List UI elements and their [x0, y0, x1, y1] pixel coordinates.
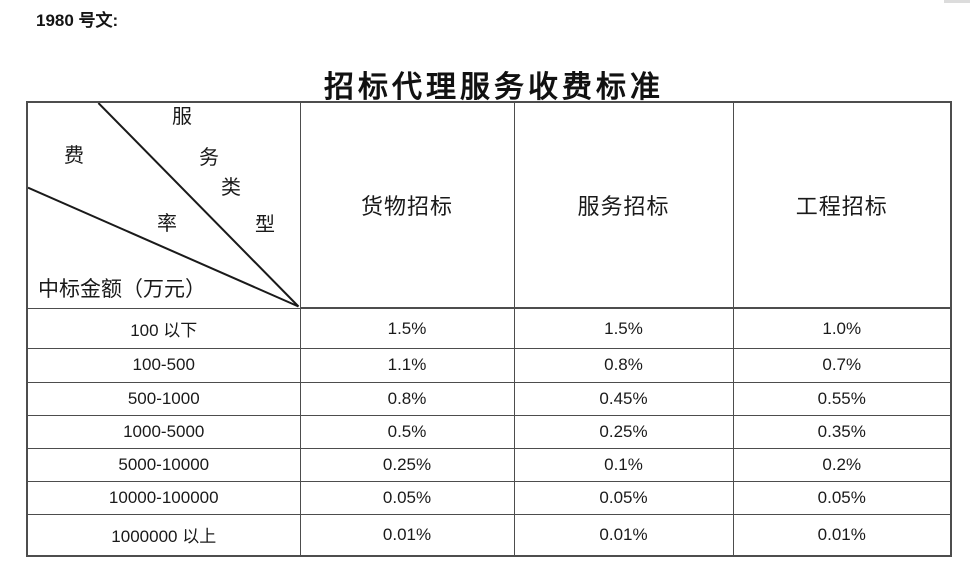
row-range: 500-1000 [26, 381, 301, 416]
row-value: 0.25% [299, 447, 515, 482]
page-title: 招标代理服务收费标准 [324, 71, 664, 105]
table-row: 100-500 1.1% 0.8% 0.7% [26, 348, 952, 383]
table-row: 5000-10000 0.25% 0.1% 0.2% [26, 447, 952, 482]
row-value: 0.8% [513, 348, 734, 383]
corner-label-service-type-char: 服 [172, 106, 192, 128]
row-value: 0.45% [513, 381, 734, 416]
row-value: 1.5% [299, 307, 515, 350]
table-row: 100 以下 1.5% 1.5% 1.0% [26, 307, 952, 350]
column-header-engineering: 工程招标 [732, 101, 952, 309]
table-row: 10000-100000 0.05% 0.05% 0.05% [26, 480, 952, 515]
fee-standard-table: 服 务 类 型 费 率 中标金额（万元） 货物招标 服务招标 工程招标 100 … [26, 101, 952, 557]
diagonal-corner-cell: 服 务 类 型 费 率 中标金额（万元） [26, 101, 301, 309]
column-header-goods: 货物招标 [299, 101, 515, 309]
row-value: 0.01% [299, 513, 515, 557]
row-range: 100-500 [26, 348, 301, 383]
table-row: 1000000 以上 0.01% 0.01% 0.01% [26, 513, 952, 557]
row-value: 0.8% [299, 381, 515, 416]
row-value: 0.5% [299, 414, 515, 449]
corner-label-bid-amount: 中标金额（万元） [38, 277, 206, 301]
row-value: 0.25% [513, 414, 734, 449]
table-body: 100 以下 1.5% 1.5% 1.0% 100-500 1.1% 0.8% … [26, 307, 952, 557]
row-range: 10000-100000 [26, 480, 301, 515]
doc-reference-number: 1980 号文: [36, 11, 119, 30]
table-header-row: 服 务 类 型 费 率 中标金额（万元） 货物招标 服务招标 工程招标 [26, 101, 952, 309]
row-value: 1.5% [513, 307, 734, 350]
column-header-services: 服务招标 [513, 101, 734, 309]
table-row: 500-1000 0.8% 0.45% 0.55% [26, 381, 952, 416]
row-value: 0.1% [513, 447, 734, 482]
row-value: 0.55% [732, 381, 952, 416]
row-range: 1000000 以上 [26, 513, 301, 557]
row-range: 1000-5000 [26, 414, 301, 449]
row-range: 5000-10000 [26, 447, 301, 482]
corner-label-fee-rate-char: 费 [64, 145, 84, 167]
row-value: 0.01% [732, 513, 952, 557]
row-value: 0.7% [732, 348, 952, 383]
corner-label-service-type-char: 务 [199, 147, 219, 169]
row-value: 0.2% [732, 447, 952, 482]
table-row: 1000-5000 0.5% 0.25% 0.35% [26, 414, 952, 449]
row-value: 0.05% [513, 480, 734, 515]
row-value: 0.01% [513, 513, 734, 557]
row-value: 0.35% [732, 414, 952, 449]
row-value: 1.0% [732, 307, 952, 350]
diagonal-divider-lines [28, 103, 300, 308]
corner-label-service-type-char: 类 [221, 177, 241, 199]
row-range: 100 以下 [26, 307, 301, 350]
corner-label-fee-rate-char: 率 [157, 213, 177, 235]
row-value: 0.05% [299, 480, 515, 515]
row-value: 1.1% [299, 348, 515, 383]
row-value: 0.05% [732, 480, 952, 515]
corner-label-service-type-char: 型 [255, 214, 275, 236]
window-edge-artifact [944, 0, 970, 3]
